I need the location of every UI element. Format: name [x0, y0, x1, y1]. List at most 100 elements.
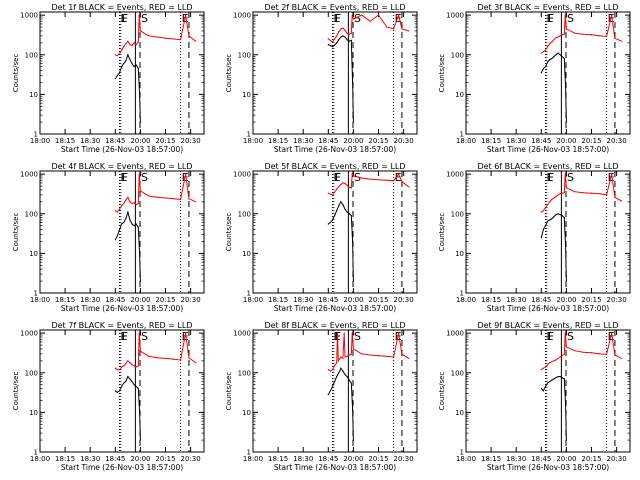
event-marker-label: F	[122, 12, 128, 25]
y-tick-label: 1000	[20, 330, 38, 338]
series-point	[188, 357, 190, 359]
series-point	[549, 219, 551, 221]
series-point	[559, 356, 561, 358]
x-tick-label: 20:00	[556, 296, 576, 304]
series-point	[329, 221, 331, 224]
series-point	[344, 36, 346, 38]
series-point	[351, 173, 353, 175]
series-point	[123, 203, 125, 205]
chart-title: Det 6f BLACK = Events, RED = LLD	[477, 162, 618, 171]
series-point	[351, 81, 354, 84]
series-point	[582, 33, 584, 35]
plot-frame	[252, 170, 418, 294]
series-point	[551, 218, 553, 220]
series-point	[553, 197, 555, 199]
series-point	[137, 226, 139, 229]
series-point	[333, 365, 336, 367]
series-point	[331, 41, 334, 43]
series-point	[127, 360, 129, 362]
series-point	[369, 178, 371, 180]
x-tick-label: 20:15	[368, 137, 388, 145]
series-point	[346, 39, 348, 41]
chart-title: Det 2f BLACK = Events, RED = LLD	[264, 3, 405, 12]
series-point	[131, 380, 133, 383]
series-point	[582, 351, 584, 353]
plot-frame	[465, 11, 631, 135]
series-point	[590, 34, 593, 36]
x-tick-label: 20:30	[181, 296, 201, 304]
x-tick-label: 18:45	[531, 296, 551, 304]
series-point	[329, 390, 331, 392]
x-tick-label: 18:00	[243, 137, 263, 145]
series-point	[133, 365, 135, 367]
x-tick-label: 18:45	[318, 137, 338, 145]
series-point	[392, 356, 395, 358]
series-point	[116, 74, 118, 77]
series-point	[348, 33, 350, 35]
series-point	[118, 53, 121, 55]
panel-6: Det 6f BLACK = Events, RED = LLD 1 10 100 10…	[438, 162, 631, 313]
x-tick-label: 18:30	[506, 455, 526, 463]
series-point	[352, 121, 355, 123]
series-point	[346, 184, 348, 186]
series-point	[401, 180, 403, 183]
series-point	[610, 173, 613, 175]
series-point	[563, 192, 565, 194]
series-point	[123, 365, 125, 367]
series-point	[340, 367, 342, 369]
series-point	[610, 14, 613, 16]
y-tick-label: 1	[460, 449, 464, 457]
series-point	[546, 382, 549, 384]
series-point	[336, 35, 338, 37]
y-tick-label: 1	[247, 449, 251, 457]
series-point	[329, 39, 331, 42]
y-tick-label: 1	[247, 290, 251, 298]
series-point	[148, 355, 150, 357]
x-tick-label: 18:30	[506, 137, 526, 145]
series-point	[138, 252, 141, 254]
series-point	[346, 355, 348, 357]
series-point	[561, 214, 563, 217]
series-point	[551, 57, 553, 60]
series-point	[377, 14, 380, 16]
series-point	[129, 201, 131, 203]
event-marker-label: F	[335, 12, 341, 25]
y-axis-label: Counts/sec	[225, 213, 233, 252]
series-point	[605, 353, 608, 356]
series-point	[131, 45, 133, 47]
lld-series-line	[541, 173, 622, 213]
series-point	[135, 44, 137, 46]
series-point	[340, 28, 342, 30]
series-point	[344, 182, 346, 185]
series-point	[549, 380, 551, 383]
series-point	[133, 42, 135, 44]
event-marker-label: S	[354, 12, 361, 25]
series-point	[331, 385, 334, 388]
lld-series-line	[115, 333, 196, 371]
y-tick-label: 1	[460, 131, 464, 139]
series-point	[333, 38, 336, 40]
x-axis-label: Start Time (26-Nov-03 18:57:00)	[487, 145, 609, 154]
series-point	[118, 369, 121, 371]
series-point	[352, 175, 355, 177]
series-point	[614, 354, 616, 356]
series-point	[118, 72, 121, 74]
series-point	[138, 332, 140, 334]
y-axis-label: Counts/sec	[12, 372, 20, 411]
events-series-line	[327, 367, 354, 441]
series-point	[561, 377, 563, 379]
series-point	[138, 173, 140, 175]
series-point	[397, 14, 400, 16]
event-marker-label: S	[567, 171, 574, 184]
series-point	[361, 177, 363, 179]
series-point	[555, 377, 557, 379]
series-point	[351, 408, 354, 410]
event-marker-label: E	[546, 12, 553, 25]
series-point	[350, 32, 352, 34]
series-point	[114, 390, 116, 392]
series-point	[565, 346, 568, 348]
series-point	[408, 357, 410, 360]
series-point	[561, 192, 563, 194]
